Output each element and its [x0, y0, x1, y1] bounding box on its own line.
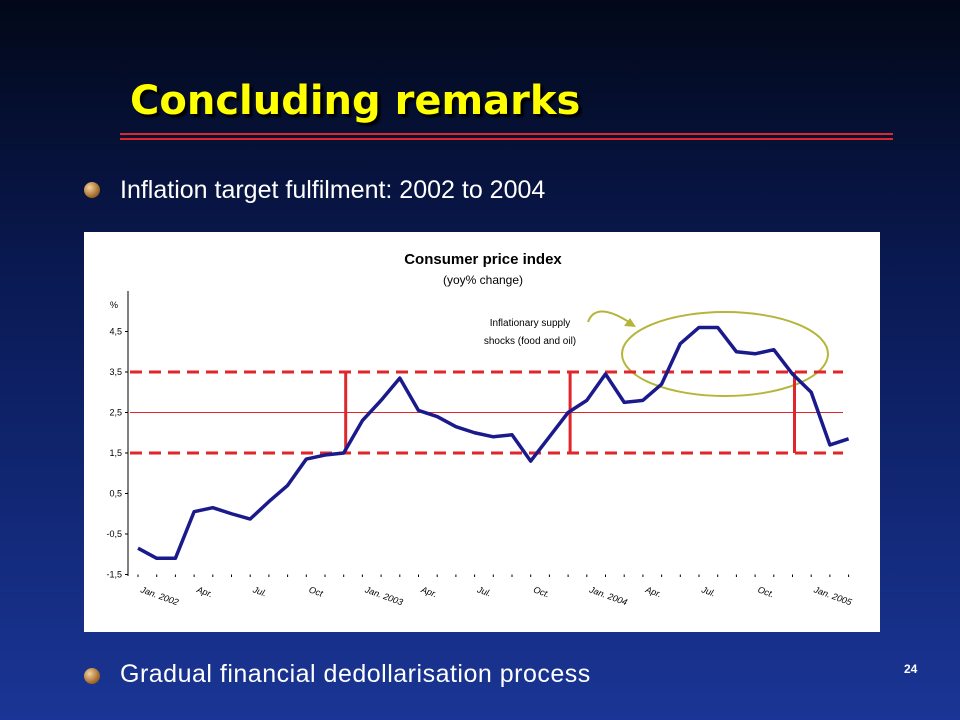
chart-subtitle: (yoy% change) — [443, 273, 523, 287]
x-tick-label: Apr. — [419, 584, 439, 599]
annotation-arrow — [587, 310, 633, 325]
x-tick-label: Jan. 2002 — [138, 584, 180, 607]
x-tick-label: Apr. — [643, 584, 663, 599]
title-rule — [120, 133, 893, 135]
y-tick-label: 4,5 — [109, 327, 122, 337]
slide-title: Concluding remarks — [130, 78, 581, 124]
annotation: Inflationary supply — [490, 318, 571, 329]
bullet-icon — [84, 668, 100, 684]
page-number: 24 — [904, 662, 918, 676]
y-tick-label: 0,5 — [109, 489, 122, 499]
y-tick-label: -1,5 — [106, 570, 122, 580]
x-tick-label: Apr. — [194, 584, 214, 599]
highlight-ellipse — [621, 311, 829, 397]
x-tick-label: Jan. 2004 — [587, 584, 629, 607]
chart-background — [84, 232, 880, 632]
bullet-text: Gradual financial dedollarisation proces… — [120, 660, 591, 688]
y-tick-label: -0,5 — [106, 529, 122, 539]
y-tick-label: 3,5 — [109, 367, 122, 377]
y-tick-label: 1,5 — [109, 448, 122, 458]
x-tick-label: Oct. — [756, 584, 775, 599]
bullet-icon — [84, 182, 100, 198]
x-tick-label: Jan. 2003 — [363, 584, 405, 607]
data-line — [137, 325, 850, 561]
y-tick-label: 2,5 — [109, 408, 122, 418]
annotation-arrowhead — [624, 318, 636, 327]
x-tick-label: Jul. — [475, 584, 493, 599]
x-tick-label: Oct. — [532, 584, 551, 599]
x-tick-label: Oct — [308, 584, 325, 598]
x-tick-label: Jul. — [699, 584, 717, 599]
x-tick-label: Jul. — [251, 584, 269, 599]
bullet-text: Inflation target fulfilment: 2002 to 200… — [120, 176, 546, 204]
x-tick-label: Jan. 2005 — [812, 584, 854, 608]
y-axis-label: % — [110, 300, 118, 310]
title-rule — [120, 138, 893, 140]
chart-title: Consumer price index — [404, 251, 562, 268]
annotation: shocks (food and oil) — [484, 336, 576, 347]
